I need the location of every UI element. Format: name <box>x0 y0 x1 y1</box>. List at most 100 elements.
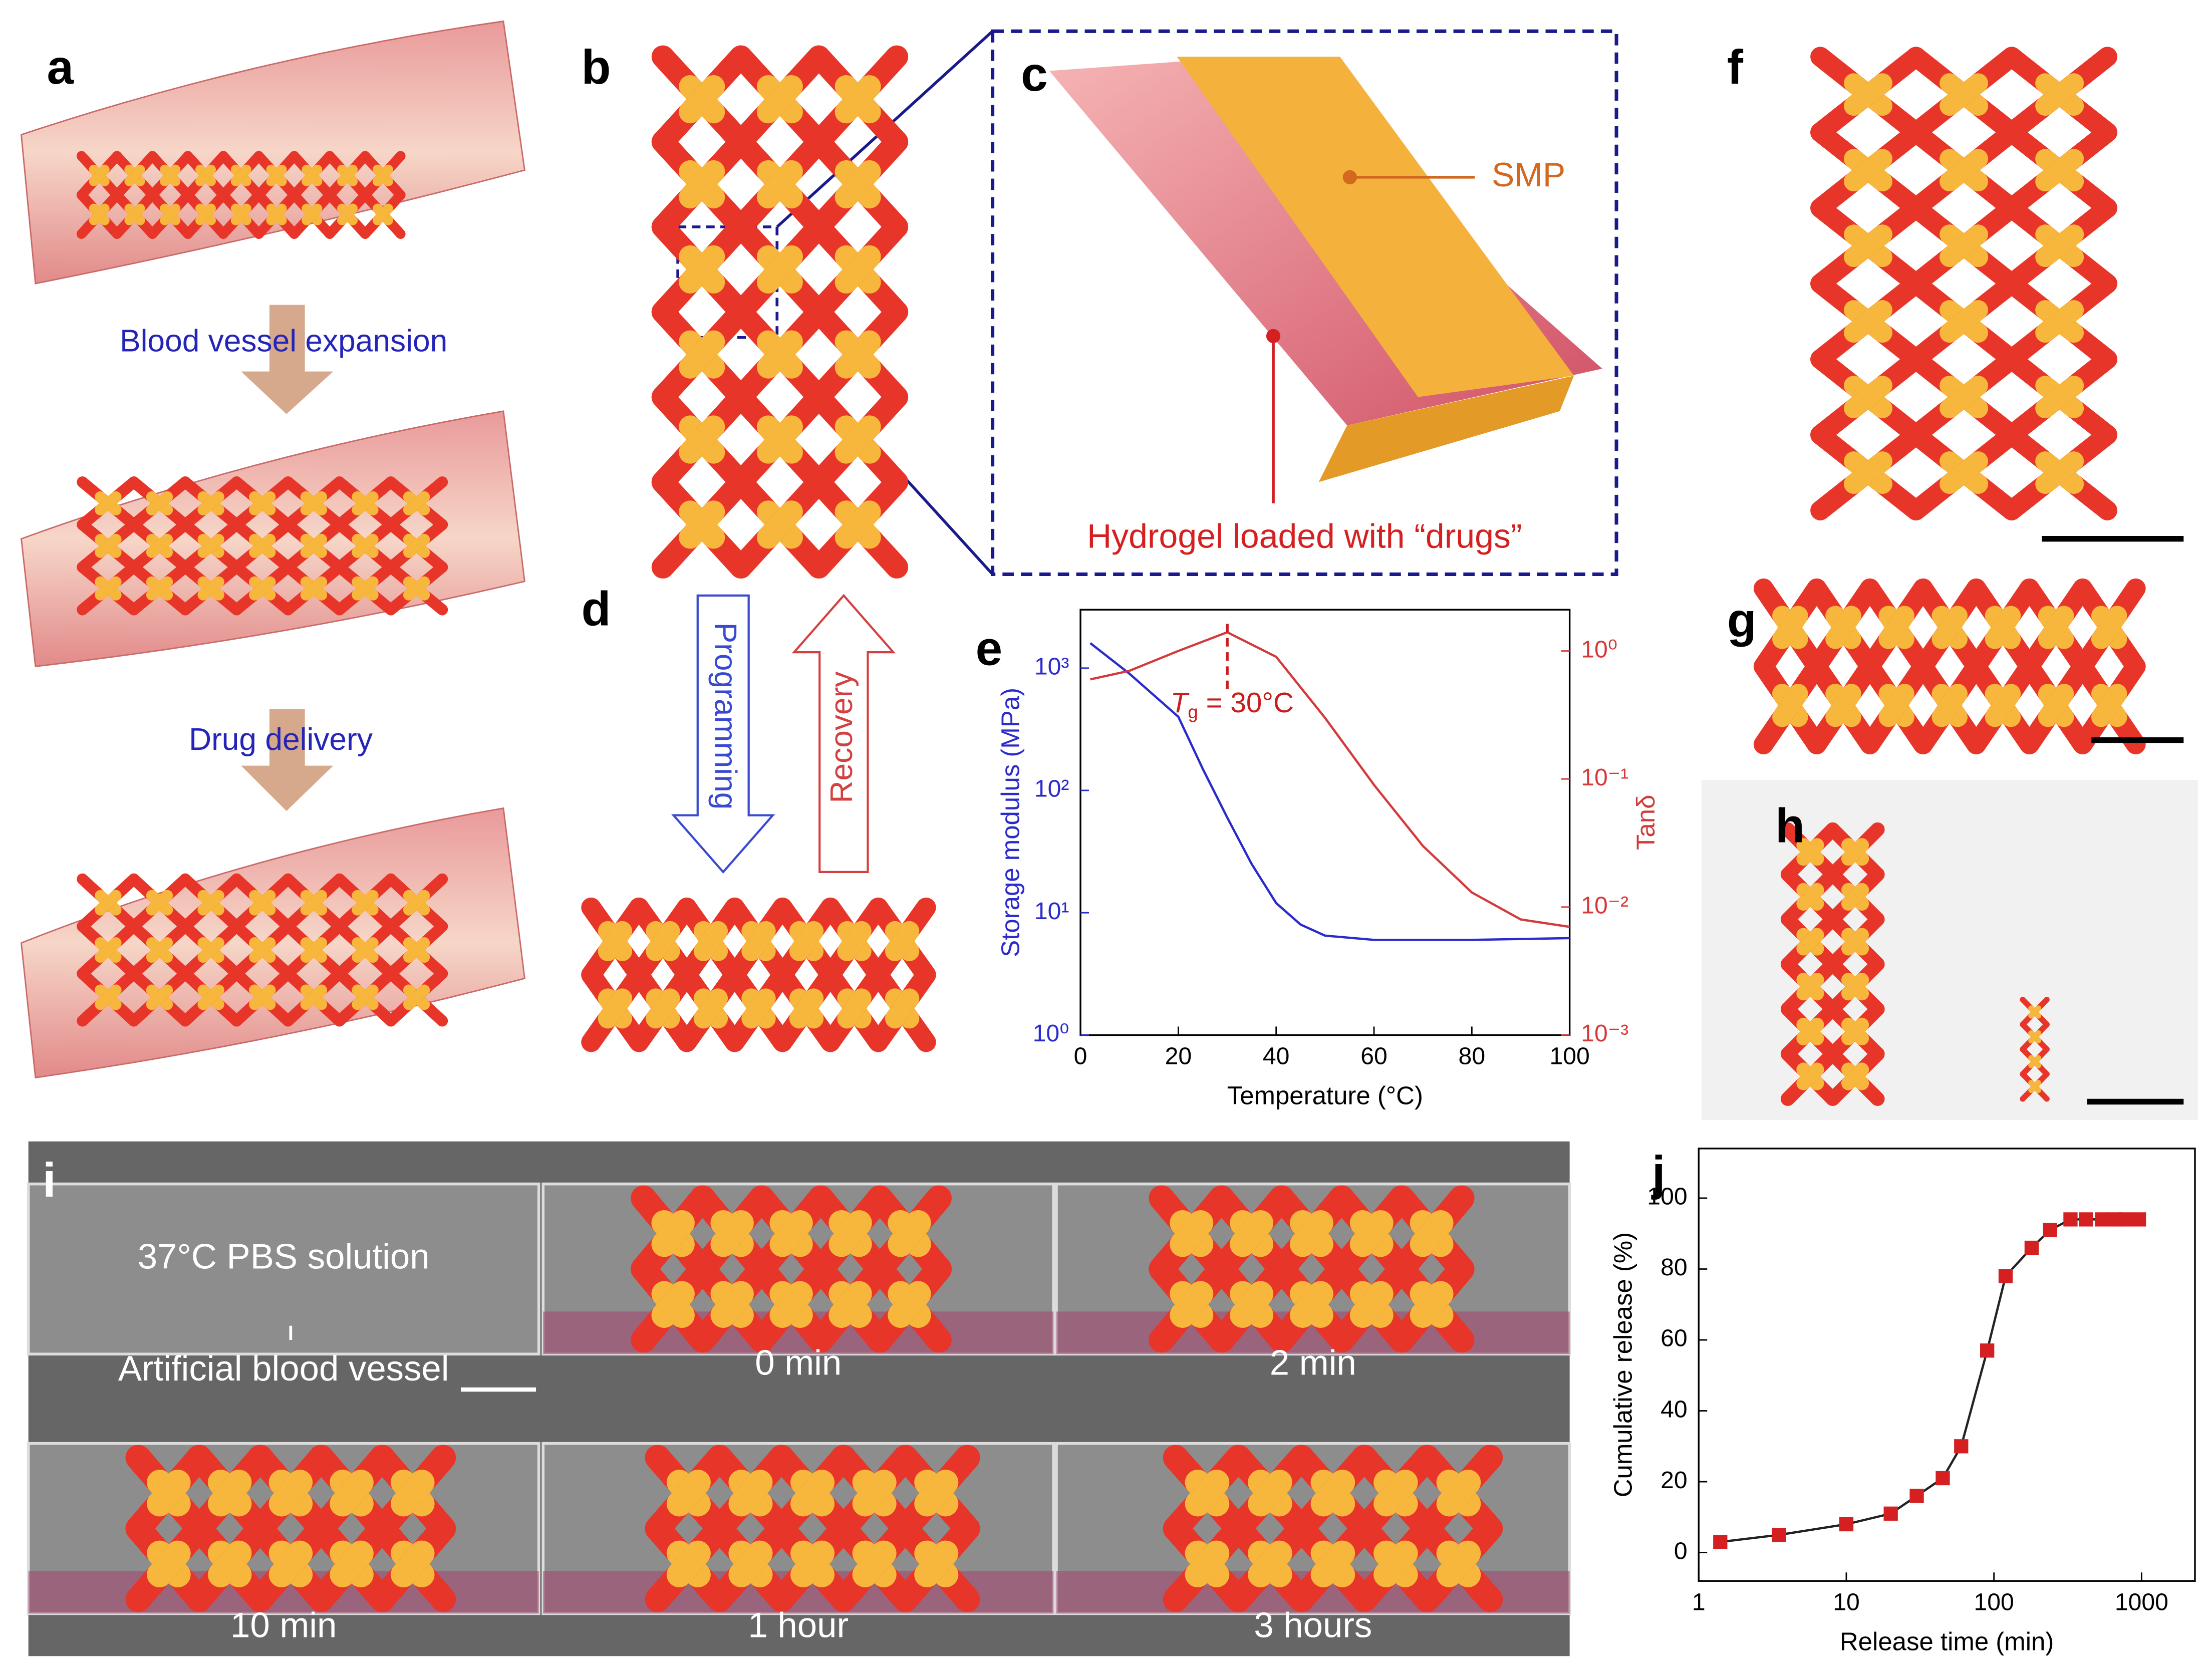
strut <box>651 1281 695 1328</box>
strut <box>2035 224 2084 267</box>
annotation-symbol: T <box>1171 687 1190 718</box>
strut <box>1931 606 1968 649</box>
caption: Programming <box>708 623 742 810</box>
y-tick-label: 10⁻³ <box>1581 1020 1628 1047</box>
x-tick-label: 40 <box>1263 1042 1290 1069</box>
series-line <box>1089 642 1570 941</box>
strut <box>693 921 728 961</box>
strut <box>2035 451 2084 494</box>
strut <box>1349 1281 1394 1328</box>
strut <box>1436 1540 1481 1587</box>
strut <box>1436 1470 1481 1517</box>
strut <box>207 1470 252 1517</box>
caption: Blood vessel expansion <box>120 324 447 358</box>
strut <box>1841 838 1869 866</box>
y-tick-label: 10³ <box>1034 653 1069 680</box>
strut <box>95 890 122 916</box>
strut <box>828 1210 872 1257</box>
strut <box>403 984 430 1010</box>
strut <box>249 937 276 963</box>
strut <box>1844 73 1892 116</box>
strut <box>2035 73 2084 116</box>
y-tick-label: 10⁻¹ <box>1581 764 1628 791</box>
marker <box>1909 1489 1924 1503</box>
stent <box>77 873 448 1027</box>
strut <box>147 1540 191 1587</box>
strut <box>352 491 379 515</box>
strut <box>1985 606 2021 649</box>
marker <box>2095 1212 2109 1227</box>
strut <box>352 533 379 558</box>
strut <box>403 533 430 558</box>
strut <box>2091 606 2127 649</box>
strut <box>330 1470 374 1517</box>
strut <box>300 491 328 515</box>
strut <box>741 921 776 961</box>
strut <box>195 164 216 186</box>
strut <box>1230 1210 1274 1257</box>
strut <box>266 203 287 225</box>
strut <box>888 1281 931 1328</box>
plot-frame <box>1079 609 1571 1036</box>
caption: 1 hour <box>748 1605 849 1644</box>
caption: 10 min <box>230 1605 337 1644</box>
y-tick-label: 10⁻² <box>1581 892 1628 919</box>
vessel-wall <box>27 1182 540 1356</box>
strut <box>124 203 145 225</box>
strut <box>1410 1210 1454 1257</box>
strut <box>728 1540 773 1587</box>
marker <box>1839 1517 1854 1532</box>
strut <box>372 164 393 186</box>
strut <box>2028 1079 2041 1093</box>
strut <box>1310 1540 1355 1587</box>
stent <box>631 1185 952 1353</box>
caption: Hydrogel loaded with “drugs” <box>1087 518 1522 555</box>
caption: 37°C PBS solution <box>138 1236 430 1276</box>
strut <box>1844 149 1892 192</box>
strut <box>146 937 173 963</box>
x-axis-label: Temperature (°C) <box>1227 1081 1423 1109</box>
strut <box>207 1540 252 1587</box>
strut <box>835 245 881 294</box>
strut <box>249 576 276 601</box>
panel-label: f <box>1727 41 1744 94</box>
marker <box>2024 1240 2039 1255</box>
y-tick-label: 10⁰ <box>1033 1020 1069 1047</box>
strut <box>302 164 323 186</box>
strut <box>769 1210 813 1257</box>
arrow <box>241 305 334 414</box>
strut <box>885 988 920 1029</box>
stent <box>125 1445 456 1612</box>
strut <box>249 491 276 515</box>
strut <box>1985 684 2021 727</box>
strut <box>197 491 224 515</box>
panel-label: e <box>976 622 1003 676</box>
annotation-subscript: g <box>1188 702 1198 722</box>
strut <box>1796 838 1824 866</box>
strut <box>352 576 379 601</box>
x-axis-label: Release time (min) <box>1840 1627 2054 1655</box>
strut <box>756 245 803 294</box>
strut <box>352 984 379 1010</box>
strut <box>2035 300 2084 343</box>
caption: Drug delivery <box>189 722 373 757</box>
marker <box>1713 1535 1728 1549</box>
strut <box>1844 451 1892 494</box>
strut <box>266 164 287 186</box>
strut <box>852 1540 897 1587</box>
strut <box>1844 224 1892 267</box>
strut <box>666 1470 711 1517</box>
marker <box>1935 1471 1950 1486</box>
strut <box>2091 684 2127 727</box>
strut <box>146 890 173 916</box>
strut <box>598 921 633 961</box>
strut <box>352 937 379 963</box>
strut <box>710 1210 754 1257</box>
strut <box>888 1210 931 1257</box>
photo <box>1701 779 2198 1121</box>
stent <box>2020 996 2050 1102</box>
panel-label: b <box>582 41 611 94</box>
strut <box>835 75 881 124</box>
strut <box>337 203 358 225</box>
strut <box>300 576 328 601</box>
